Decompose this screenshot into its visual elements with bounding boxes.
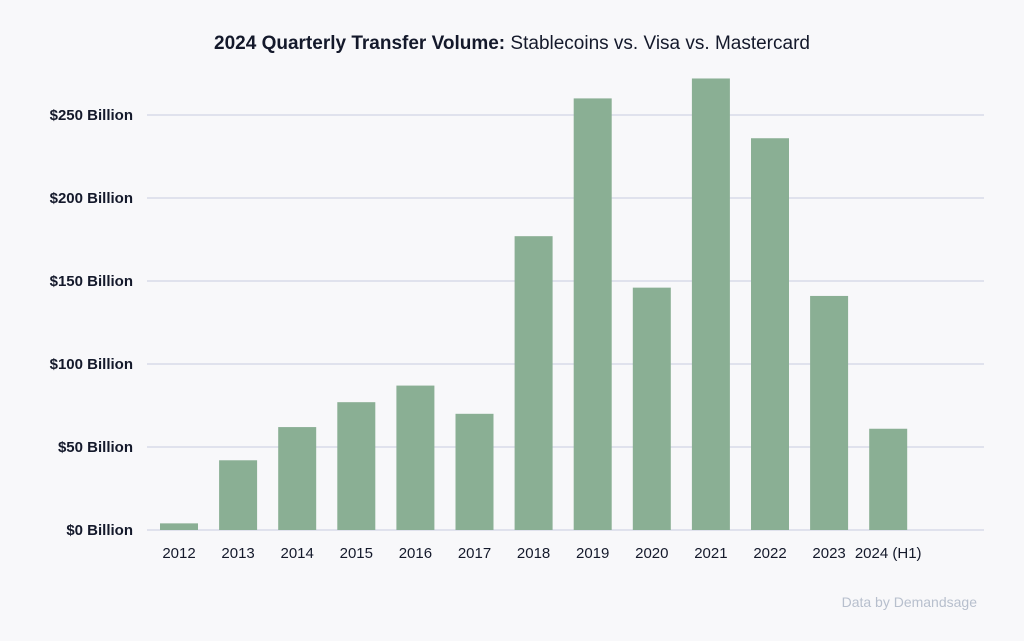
bar (869, 428, 908, 530)
x-tick-label: 2023 (812, 545, 845, 562)
y-tick-label: $150 Billion (50, 273, 133, 290)
chart-title-bold: 2024 Quarterly Transfer Volume: (214, 33, 506, 54)
y-tick-label: $0 Billion (66, 522, 133, 539)
x-tick-label: 2016 (399, 545, 432, 562)
y-tick-label: $50 Billion (58, 439, 133, 456)
bar (573, 98, 612, 531)
y-tick-label: $100 Billion (50, 356, 133, 373)
bar (632, 287, 671, 530)
bar (396, 385, 435, 530)
bar (455, 413, 494, 530)
x-tick-label: 2013 (221, 545, 254, 562)
x-tick-label: 2018 (517, 545, 550, 562)
chart-title: 2024 Quarterly Transfer Volume: Stableco… (0, 33, 1024, 55)
bar (337, 402, 376, 530)
x-tick-label: 2022 (753, 545, 786, 562)
x-tick-label: 2021 (694, 545, 727, 562)
bar (751, 138, 789, 531)
x-tick-label: 2017 (458, 545, 491, 562)
x-tick-label: 2024 (H1) (855, 545, 922, 562)
bar (278, 427, 317, 530)
x-tick-label: 2014 (281, 545, 314, 562)
x-tick-label: 2019 (576, 545, 609, 562)
x-tick-label: 2012 (162, 545, 195, 562)
bar (810, 295, 849, 530)
gridlines (147, 114, 984, 531)
x-tick-label: 2015 (340, 545, 373, 562)
source-note: Data by Demandsage (841, 594, 977, 610)
x-axis-tick-labels: 2012 2013 2014 2015 2016 2017 2018 2019 2020 2021… (162, 545, 921, 562)
bars (160, 78, 908, 531)
bar (514, 236, 553, 530)
bar (691, 78, 730, 530)
y-tick-label: $250 Billion (50, 107, 133, 124)
y-tick-label: $200 Billion (50, 190, 133, 207)
y-axis-tick-labels: $0 Billion $50 Billion $100 Billion $150 Bi… (50, 107, 133, 539)
x-tick-label: 2020 (635, 545, 668, 562)
chart-title-regular: Stablecoins vs. Visa vs. Mastercard (505, 33, 810, 54)
bar (160, 523, 198, 530)
bar (219, 460, 258, 530)
